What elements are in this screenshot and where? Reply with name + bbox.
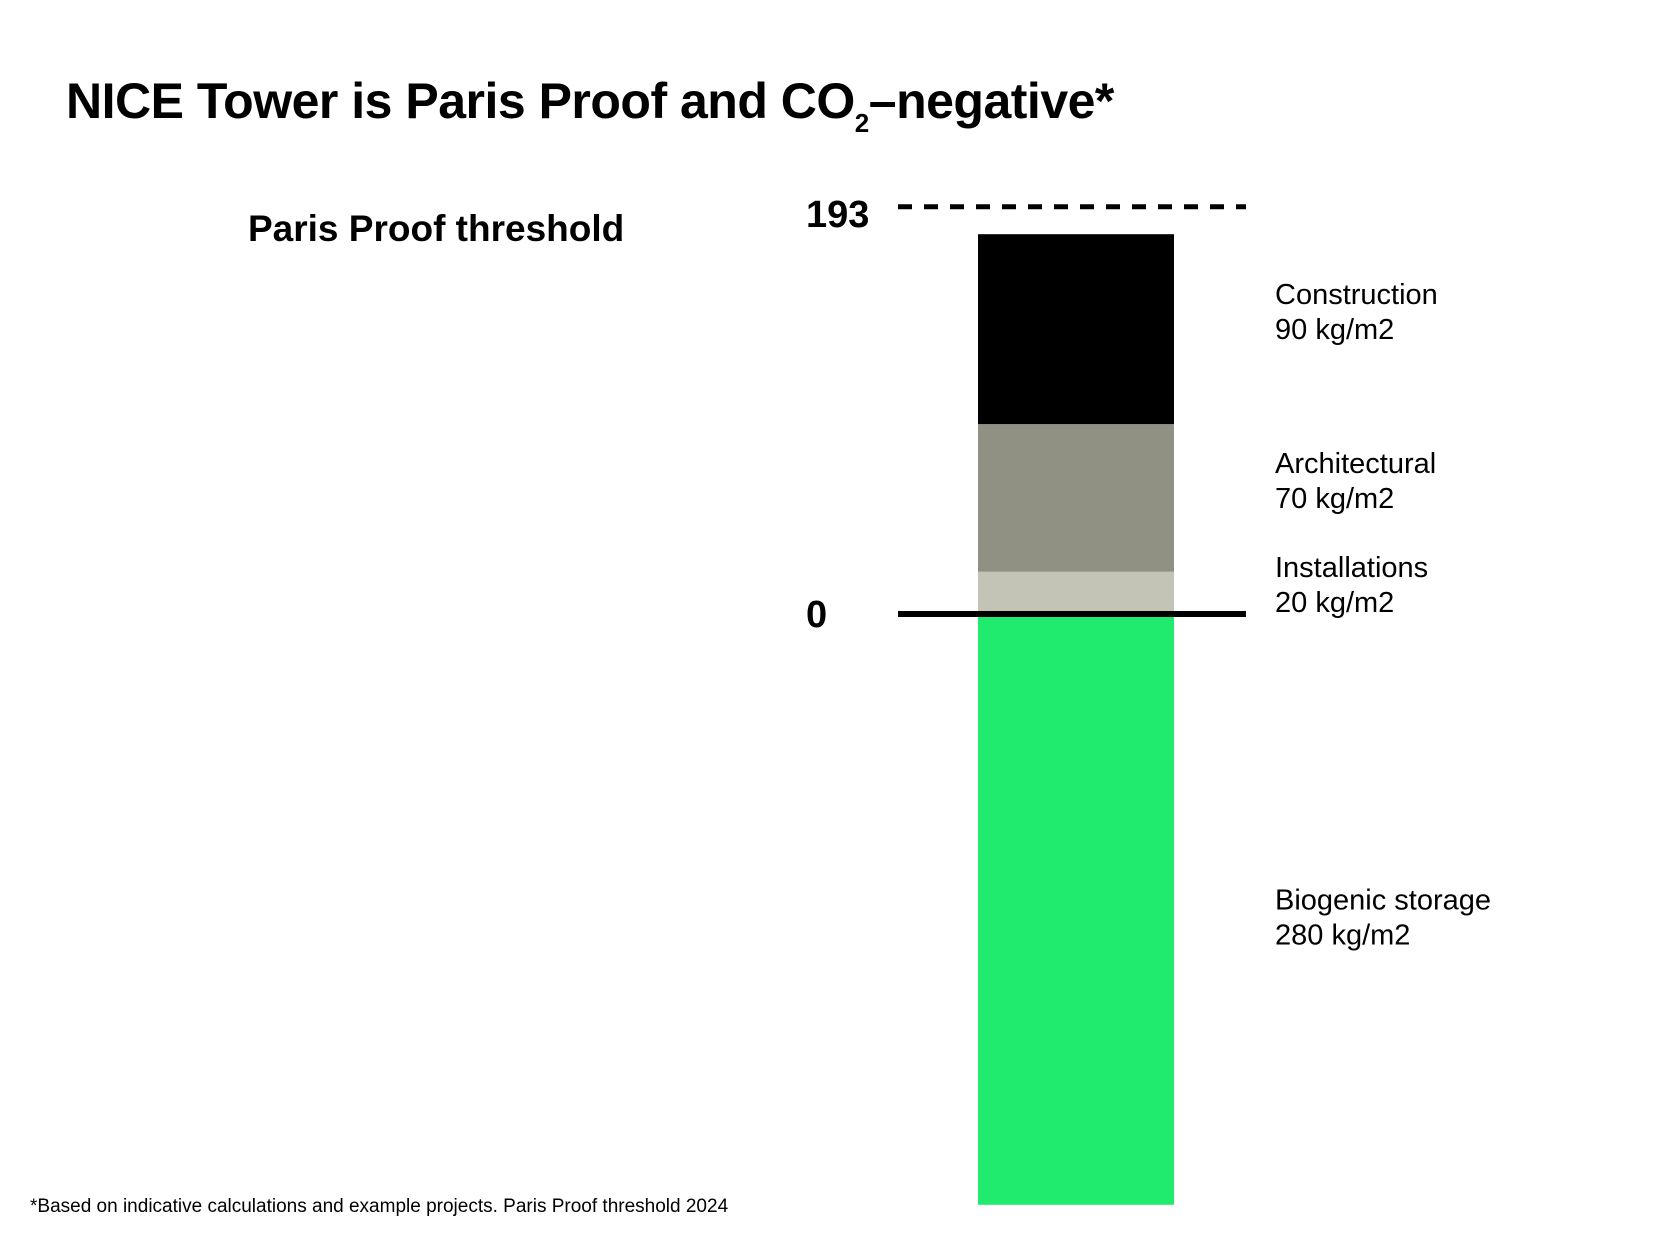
threshold-tick-label: 193 (806, 194, 869, 236)
zero-tick-label: 0 (806, 594, 827, 636)
bar-segments (978, 234, 1174, 1205)
bar-segment-biogenic-storage (978, 614, 1174, 1205)
threshold-label: Paris Proof threshold (248, 208, 625, 249)
title-subscript: 2 (854, 108, 869, 138)
segment-value-label: 280 kg/m2 (1275, 919, 1410, 951)
segment-name-label: Architectural (1275, 448, 1436, 480)
segment-name-label: Installations (1275, 552, 1428, 584)
title-prefix: NICE Tower is Paris Proof and CO (66, 73, 855, 129)
footnote: *Based on indicative calculations and ex… (30, 1196, 729, 1217)
bar-segment-architectural (978, 424, 1174, 572)
segment-value-label: 90 kg/m2 (1275, 314, 1394, 346)
title-suffix: –negative* (868, 73, 1115, 129)
segment-name-label: Construction (1275, 279, 1438, 311)
chart-title: NICE Tower is Paris Proof and CO2–negati… (66, 72, 1115, 138)
segment-name-label: Biogenic storage (1275, 884, 1491, 916)
segment-value-label: 20 kg/m2 (1275, 587, 1394, 619)
segment-value-label: 70 kg/m2 (1275, 483, 1394, 515)
bar-segment-construction (978, 234, 1174, 425)
bar-segment-installations (978, 571, 1174, 614)
